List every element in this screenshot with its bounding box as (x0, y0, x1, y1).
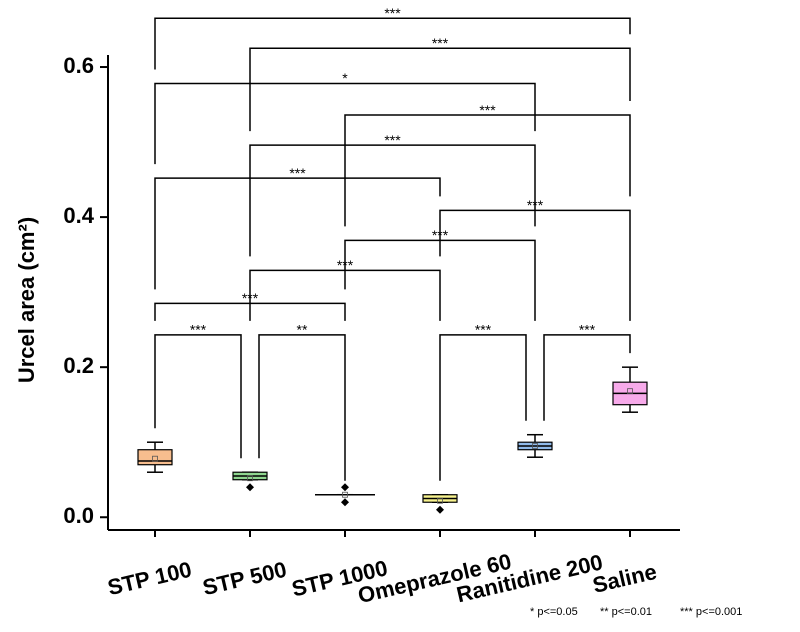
significance-label: *** (384, 132, 401, 148)
legend-note: ** p<=0.01 (600, 606, 652, 618)
significance-bracket (154, 82, 536, 165)
mean-marker (532, 443, 538, 449)
significance-label: *** (475, 322, 492, 338)
significance-bracket (249, 47, 631, 132)
mean-marker (627, 388, 633, 395)
x-tick-label: STP 100 (105, 557, 194, 601)
significance-bracket (344, 239, 536, 321)
mean-marker (247, 475, 253, 482)
outlier (341, 483, 349, 492)
significance-bracket (249, 269, 441, 321)
significance-bracket (154, 177, 441, 290)
significance-label: * (342, 70, 348, 86)
mean-marker (342, 491, 348, 498)
outlier (246, 483, 254, 492)
significance-bracket (439, 209, 631, 321)
y-axis-label: Urcel area (cm²) (14, 217, 39, 383)
outlier (436, 505, 444, 514)
significance-label: *** (289, 165, 306, 181)
mean-marker (437, 497, 443, 504)
significance-label: *** (527, 197, 544, 213)
significance-label: *** (479, 102, 496, 118)
significance-label: ** (297, 322, 308, 338)
y-tick-label: 0.4 (63, 203, 94, 228)
significance-bracket (154, 334, 242, 459)
significance-label: *** (432, 227, 449, 243)
significance-bracket (344, 114, 631, 227)
significance-label: *** (190, 322, 207, 338)
x-tick-label: STP 500 (200, 557, 289, 601)
legend-note: * p<=0.05 (530, 606, 578, 618)
outlier (341, 498, 349, 507)
significance-bracket (154, 17, 631, 70)
significance-bracket (258, 334, 346, 481)
significance-bracket (154, 302, 346, 321)
significance-label: *** (579, 322, 596, 338)
significance-bracket (543, 334, 631, 421)
significance-bracket (439, 334, 527, 481)
significance-label: *** (384, 5, 401, 21)
box (137, 449, 173, 466)
significance-label: *** (432, 35, 449, 51)
y-tick-label: 0.0 (63, 503, 94, 528)
y-tick-label: 0.2 (63, 353, 94, 378)
significance-label: *** (337, 257, 354, 273)
mean-marker (152, 455, 158, 462)
y-tick-label: 0.6 (63, 53, 94, 78)
significance-bracket (249, 144, 536, 257)
legend-note: *** p<=0.001 (680, 606, 742, 618)
significance-label: *** (242, 290, 259, 306)
